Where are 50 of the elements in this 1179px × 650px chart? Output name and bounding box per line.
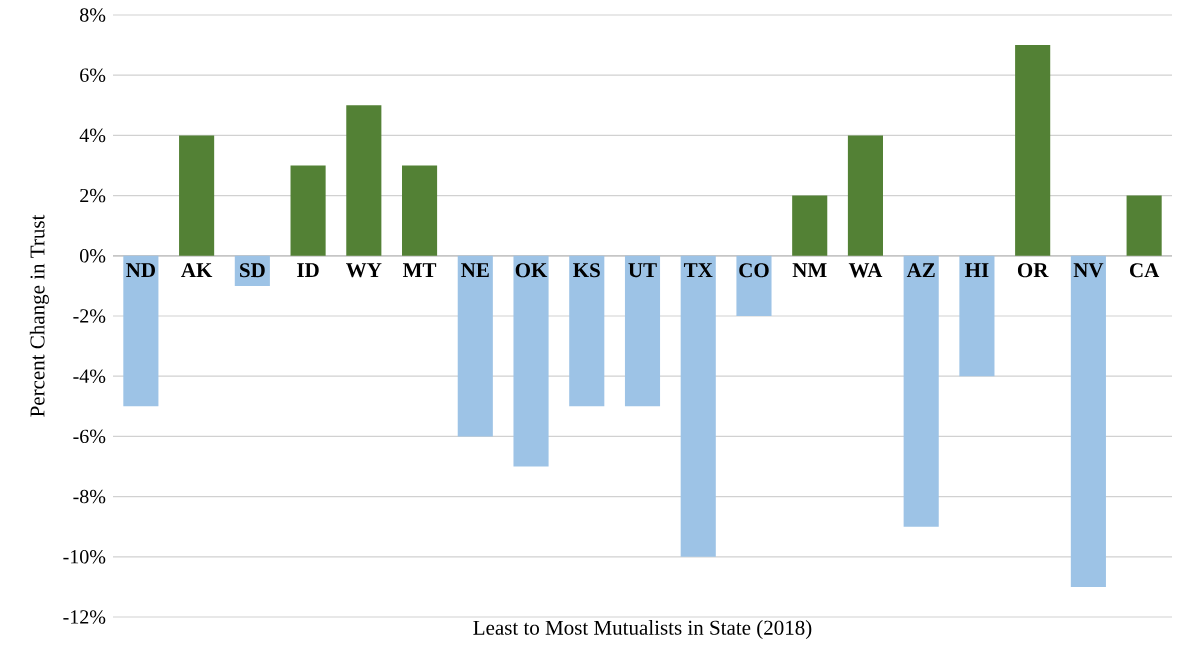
x-tick-label: AK — [181, 263, 213, 278]
bar — [680, 255, 716, 557]
x-tick-label: WY — [346, 263, 382, 278]
x-tick-label: CA — [1130, 263, 1160, 278]
x-tick-label: AZ — [906, 263, 935, 278]
bar — [569, 255, 605, 407]
bar — [1070, 255, 1106, 587]
x-tick-label: ND — [126, 263, 155, 277]
x-tick-label: NM — [792, 263, 827, 277]
bar — [457, 255, 493, 437]
x-tick-label: SD — [240, 263, 265, 278]
x-tick-label: NE — [461, 263, 489, 277]
x-tick-label: OK — [515, 263, 548, 278]
x-tick-label: NV — [1073, 263, 1104, 278]
y-tick-label: 0% — [80, 249, 106, 263]
y-axis-title: Percent Change in Trust — [29, 214, 49, 417]
x-tick-label: ID — [297, 263, 319, 277]
y-tick-label: 2% — [80, 188, 106, 203]
y-tick-label: -8% — [73, 489, 106, 504]
y-tick-label: -2% — [73, 309, 106, 323]
bar — [346, 105, 382, 256]
x-tick-label: TX — [683, 263, 713, 277]
bar — [1015, 45, 1051, 256]
bar — [402, 165, 438, 256]
y-tick-label: 6% — [80, 68, 106, 82]
bar — [1126, 195, 1162, 256]
bar — [624, 255, 661, 407]
y-tick-label: -4% — [73, 369, 106, 383]
x-tick-label: CO — [739, 263, 769, 278]
x-axis-title: Least to Most Mutualists in State (2018) — [473, 620, 812, 640]
bar — [513, 255, 549, 467]
bar — [179, 135, 215, 256]
bar — [290, 165, 326, 256]
bar — [123, 255, 159, 407]
bar — [903, 255, 939, 527]
x-tick-label: OR — [1017, 263, 1049, 278]
y-tick-label: -10% — [63, 550, 106, 564]
bar — [736, 255, 772, 316]
bar — [792, 195, 828, 256]
x-tick-label: WA — [848, 263, 883, 278]
y-tick-label: 4% — [79, 128, 106, 143]
bar — [959, 255, 995, 377]
x-tick-label: MT — [402, 263, 437, 277]
y-tick-label: -6% — [73, 429, 106, 444]
x-tick-label: KS — [573, 263, 600, 278]
x-tick-label: HI — [965, 263, 989, 277]
y-tick-label: -12% — [63, 610, 106, 624]
y-tick-label: 8% — [80, 8, 106, 22]
x-tick-label: UT — [628, 263, 657, 278]
bar — [847, 135, 883, 256]
